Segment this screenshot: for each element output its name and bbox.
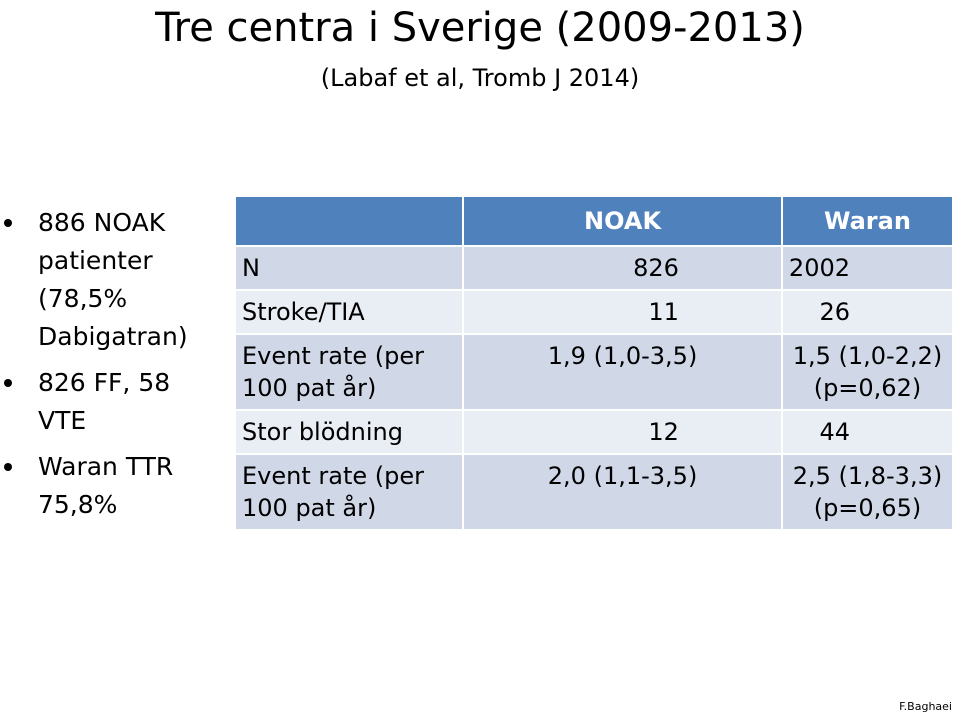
noak-value: 12 (464, 411, 781, 453)
bullet-item: 886 NOAK patienter (78,5% Dabigatran) (0, 204, 225, 356)
waran-value: 2002 (782, 247, 952, 289)
header-noak: NOAK (464, 197, 781, 245)
bullet-text: 826 FF, 58 VTE (38, 368, 171, 435)
row-label-text: Event rate (per 100 pat år) (242, 462, 424, 522)
bullet-item: 826 FF, 58 VTE (0, 364, 225, 440)
results-table: NOAK Waran N 826 2002 Stroke/TIA 11 26 E… (234, 195, 954, 531)
bullet-icon (4, 219, 12, 227)
waran-value: 2,5 (1,8-3,3) (p=0,65) (782, 455, 952, 529)
table-header-row: NOAK Waran (236, 197, 952, 245)
header-empty (236, 197, 463, 245)
bullet-text: 886 NOAK patienter (78,5% Dabigatran) (38, 208, 188, 351)
table-row: Stor blödning 12 44 (236, 411, 952, 453)
table-row: N 826 2002 (236, 247, 952, 289)
noak-value: 826 (464, 247, 781, 289)
author-credit: F.Baghaei (899, 700, 952, 713)
row-label: Stor blödning (236, 411, 463, 453)
row-label: Event rate (per 100 pat år) (236, 455, 463, 529)
row-label: Event rate (per 100 pat år) (236, 335, 463, 409)
waran-value: 26 (782, 291, 952, 333)
bullet-icon (4, 463, 12, 471)
noak-value: 2,0 (1,1-3,5) (464, 455, 781, 529)
noak-value: 11 (464, 291, 781, 333)
noak-value: 1,9 (1,0-3,5) (464, 335, 781, 409)
table-row: Event rate (per 100 pat år) 1,9 (1,0-3,5… (236, 335, 952, 409)
header-waran: Waran (782, 197, 952, 245)
waran-value: 44 (782, 411, 952, 453)
slide-subtitle: (Labaf et al, Tromb J 2014) (320, 64, 640, 92)
waran-value: 1,5 (1,0-2,2) (p=0,62) (782, 335, 952, 409)
row-label: Stroke/TIA (236, 291, 463, 333)
table-row: Event rate (per 100 pat år) 2,0 (1,1-3,5… (236, 455, 952, 529)
table-row: Stroke/TIA 11 26 (236, 291, 952, 333)
row-label: N (236, 247, 463, 289)
row-label-text: Event rate (per 100 pat år) (242, 342, 424, 402)
bullet-item: Waran TTR 75,8% (0, 448, 225, 524)
bullet-list: 886 NOAK patienter (78,5% Dabigatran) 82… (0, 204, 225, 532)
bullet-icon (4, 379, 12, 387)
slide-title: Tre centra i Sverige (2009-2013) (155, 5, 805, 51)
bullet-text: Waran TTR 75,8% (38, 452, 174, 519)
